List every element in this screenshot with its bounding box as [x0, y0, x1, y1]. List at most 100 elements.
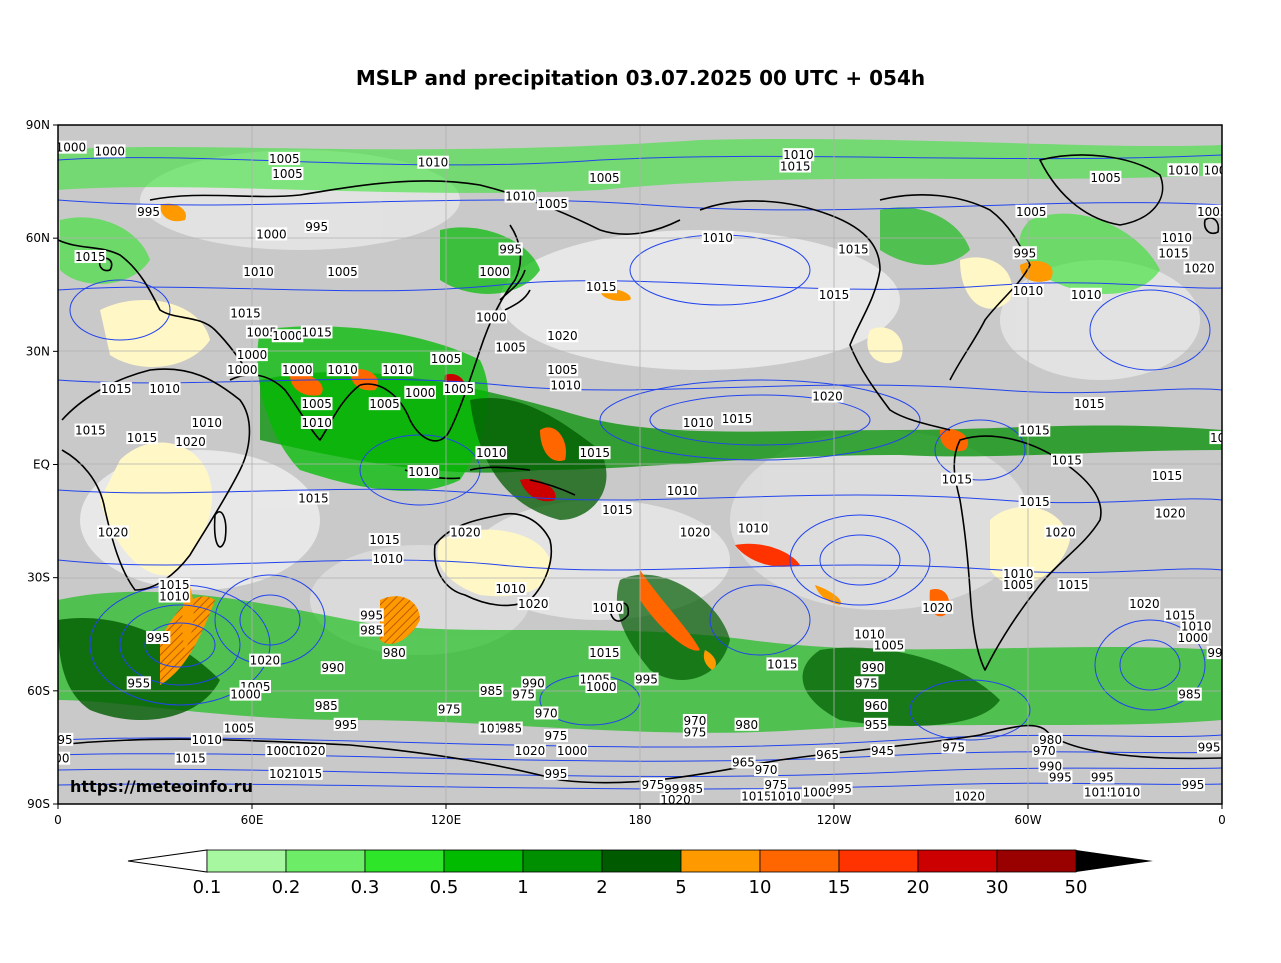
isobar-label-bg — [1157, 246, 1190, 260]
isobar-label: 1015 — [837, 242, 870, 256]
isobar-label-bg — [740, 789, 773, 803]
isobar-label-text: 1010 — [592, 601, 623, 615]
isobar-label-bg — [236, 348, 268, 362]
isobar-label-bg — [1209, 431, 1222, 445]
isobar-label-text: 990 — [1039, 759, 1062, 773]
isobar-label-bg — [97, 525, 129, 539]
lat-tick-label: 90S — [27, 797, 50, 811]
isobar-label-bg — [174, 434, 207, 448]
isobar-label-text: 1020 — [1184, 261, 1215, 275]
isobar-label-bg — [229, 306, 262, 320]
isobar-label: 985 — [314, 698, 339, 713]
lat-tick-label: 60N — [26, 231, 50, 245]
isobar-label: 1000 — [226, 363, 259, 377]
isobar-label-bg — [682, 416, 714, 430]
isobar-label-bg — [475, 310, 508, 324]
isobar-label-text: 1005 — [272, 167, 303, 181]
isobar-label-bg — [93, 144, 126, 158]
isobar-label-text: 1010 — [301, 416, 332, 430]
isobar-label: 1015 — [100, 382, 132, 396]
isobar-label-bg — [475, 446, 508, 460]
isobar-label-bg — [666, 483, 698, 497]
isobar-label-text: 1005 — [1090, 171, 1121, 185]
isobar-label-bg — [146, 631, 171, 645]
isobar-label-bg — [1051, 453, 1083, 467]
isobar-label-bg — [242, 265, 275, 279]
isobar-label: 1005 — [546, 363, 579, 377]
isobar-label: 1000 — [556, 744, 588, 758]
isobar-label-bg — [549, 378, 582, 392]
isobar-label-text: 1005 — [495, 341, 526, 355]
isobar-label: 1010 — [1160, 231, 1193, 245]
isobar-label-text: 1010 — [243, 265, 274, 279]
isobar-label-bg — [1012, 246, 1037, 260]
isobar-label-text: 980 — [1039, 733, 1062, 747]
isobar-label: 1005 — [536, 197, 569, 211]
isobar-label-bg — [174, 751, 207, 765]
isobar-label: 1000 — [58, 140, 87, 155]
isobar-label-text: 1005 — [431, 352, 462, 366]
isobar-label-text: 1010 — [159, 590, 190, 604]
isobar-label-bg — [514, 744, 546, 758]
isobar-label-bg — [659, 793, 692, 804]
isobar-label-text: 1015 — [159, 578, 190, 592]
isobar-label: 995 — [498, 242, 523, 256]
isobar-label-text: 1015 — [127, 431, 158, 445]
isobar-label: 1010 — [148, 382, 181, 396]
isobar-label: 995 — [1180, 778, 1205, 792]
isobar-label-text: 1005 — [874, 639, 905, 653]
isobar-label: 1010 — [1109, 785, 1141, 800]
isobar-label: 1005 — [245, 325, 278, 339]
isobar-label-text: 945 — [871, 744, 894, 758]
isobar-label-bg — [941, 740, 966, 754]
isobar-label-text: 1005 — [537, 197, 568, 211]
isobar-label-text: 1005 — [327, 265, 358, 279]
isobar-label-bg — [265, 744, 297, 758]
isobar-label: 1015 — [779, 159, 811, 173]
isobar-label-bg — [304, 219, 329, 233]
isobar-label-text: 000 — [47, 752, 70, 766]
isobar-label-text: 975 — [438, 703, 461, 717]
colorbar-under-triangle — [127, 849, 208, 873]
isobar-label: 1010 — [372, 551, 404, 566]
isobar-label: 1010 — [417, 155, 449, 170]
isobar-label-text: 1020 — [1155, 507, 1186, 521]
isobar-label-bg — [494, 581, 527, 595]
isobar-label-text: 985 — [360, 623, 383, 637]
isobar-label: 1005 — [271, 167, 304, 181]
isobar-label: 955 — [126, 676, 151, 690]
lon-tick-label: 60E — [241, 813, 264, 827]
isobar-label-text: 1015 — [589, 646, 620, 660]
isobar-label-bg — [271, 329, 304, 343]
isobar-label-bg — [1018, 495, 1051, 509]
isobar-label-text: 1015 — [175, 752, 206, 766]
isobar-label-text: 1015 — [1058, 578, 1089, 592]
isobar-label-bg — [1044, 525, 1077, 539]
isobar-label-bg — [1180, 778, 1205, 792]
isobar-label: 1005 — [1002, 578, 1035, 592]
isobar-label: 1015 — [300, 325, 333, 339]
isobar-label-text: 1010 — [1003, 567, 1034, 581]
isobar-label-bg — [1177, 631, 1209, 645]
isobar-label-text: 1005 — [1016, 205, 1047, 219]
isobar-label: 1015 — [1051, 453, 1083, 468]
isobar-label-bg — [271, 167, 304, 181]
isobar-label-bg — [333, 717, 358, 731]
isobar-label-bg — [300, 397, 333, 411]
isobar-label-text: 995 — [360, 608, 383, 622]
isobar-label-bg — [407, 465, 440, 479]
longitude-axis: 0 60E 120E 180 120W 60W 0 — [54, 804, 1226, 827]
isobar-label-text: 1015 — [1210, 431, 1241, 445]
isobar-label: 1015 — [229, 306, 262, 321]
isobar-label-bg — [74, 250, 107, 264]
isobar-label-text: 1010 — [702, 231, 733, 245]
isobar-label-text: 1015 — [838, 242, 869, 256]
isobar-label-bg — [766, 657, 799, 671]
isobar-label-bg — [300, 416, 333, 430]
isobar-label-bg — [863, 698, 889, 712]
lon-tick-label: 120W — [817, 813, 852, 827]
lon-tick-label: 0 — [54, 813, 62, 827]
isobar-label-bg — [517, 597, 550, 611]
isobar-label-text: 965 — [816, 748, 839, 762]
isobar-label-text: 1020 — [1129, 597, 1160, 611]
